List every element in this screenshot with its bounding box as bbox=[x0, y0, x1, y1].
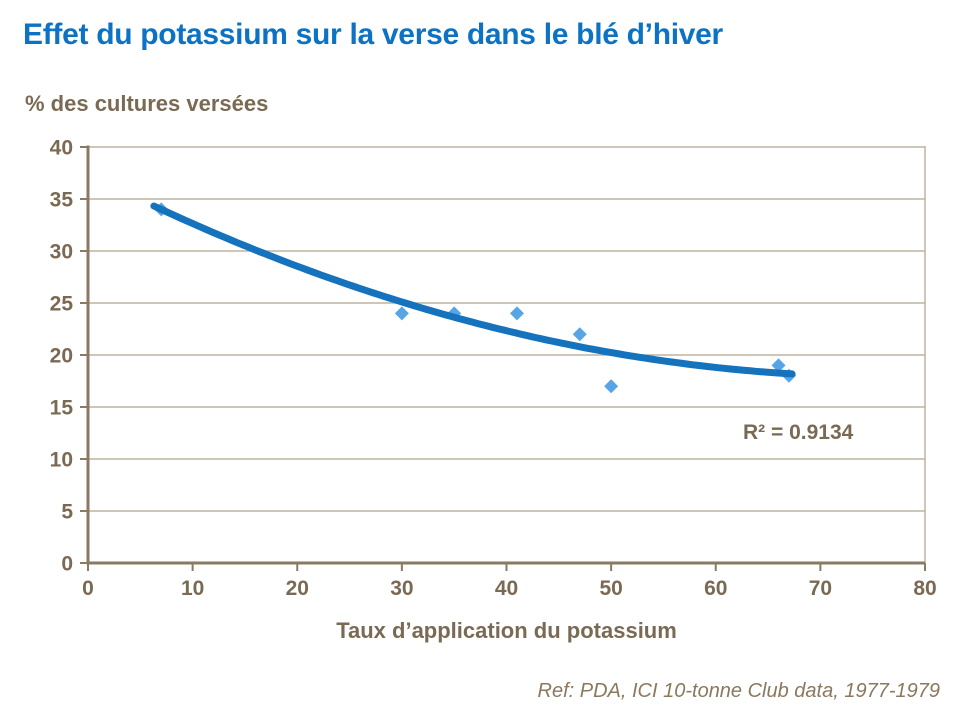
x-tick-label: 70 bbox=[809, 577, 832, 600]
data-point-marker bbox=[572, 327, 587, 342]
x-tick-label: 40 bbox=[495, 577, 518, 600]
x-tick-label: 80 bbox=[913, 577, 936, 600]
y-tick-label: 10 bbox=[50, 449, 73, 472]
data-point-marker bbox=[771, 358, 786, 373]
trend-line bbox=[150, 202, 796, 378]
y-tick-label: 40 bbox=[50, 137, 73, 160]
y-tick-label: 35 bbox=[50, 189, 74, 212]
y-tick-label: 30 bbox=[50, 241, 73, 264]
y-axis-unit-label: % des cultures versées bbox=[25, 91, 269, 116]
x-tick-label: 60 bbox=[704, 577, 727, 600]
x-tick-label: 0 bbox=[82, 577, 94, 600]
r-squared-label: R² = 0.9134 bbox=[743, 421, 854, 444]
data-point-marker bbox=[394, 306, 409, 321]
chart-title: Effet du potassium sur la verse dans le … bbox=[23, 18, 723, 51]
data-point-marker bbox=[509, 306, 524, 321]
x-tick-label: 30 bbox=[390, 577, 413, 600]
x-tick-label: 20 bbox=[286, 577, 309, 600]
y-tick-label: 5 bbox=[61, 501, 73, 524]
y-tick-label: 20 bbox=[50, 345, 73, 368]
y-tick-label: 25 bbox=[50, 293, 74, 316]
y-tick-label: 0 bbox=[61, 553, 73, 576]
data-point-marker bbox=[604, 379, 619, 394]
x-tick-label: 10 bbox=[181, 577, 204, 600]
x-axis-title: Taux d’application du potassium bbox=[336, 618, 677, 643]
x-tick-label: 50 bbox=[599, 577, 622, 600]
reference-note: Ref: PDA, ICI 10-tonne Club data, 1977-1… bbox=[537, 680, 940, 702]
y-tick-label: 15 bbox=[50, 397, 74, 420]
